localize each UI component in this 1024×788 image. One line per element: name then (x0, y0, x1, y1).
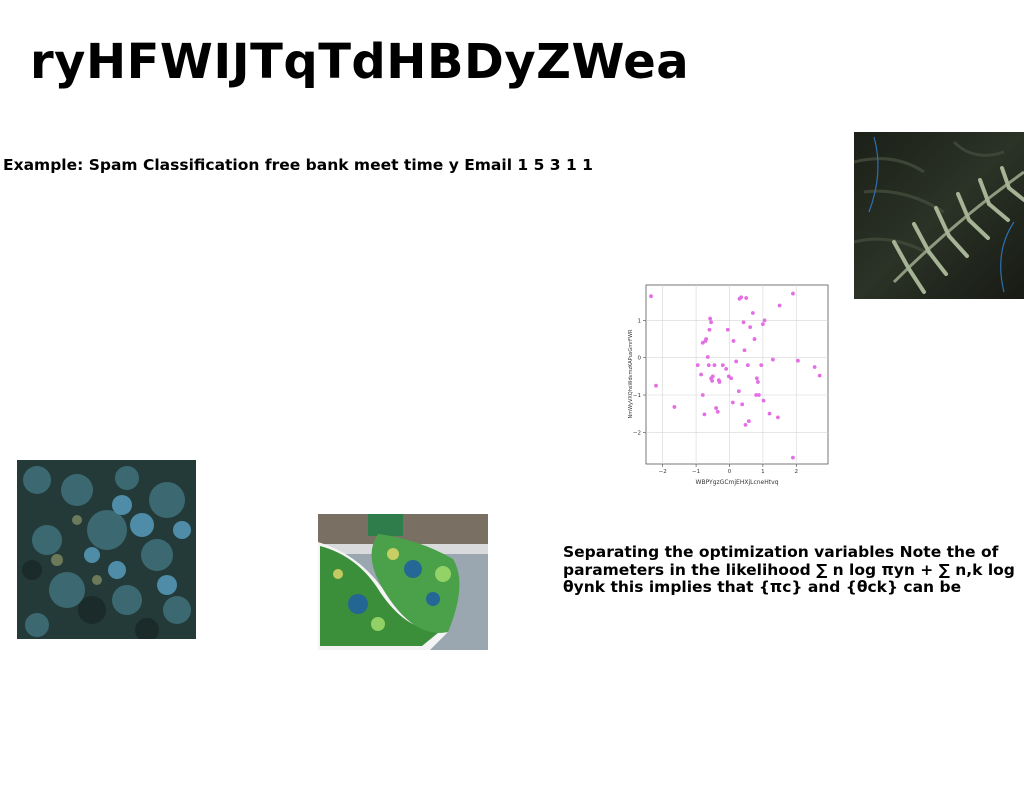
scatter-chart: −2 −1 0 1 2 −2 −1 0 1 WBPYgzGCmjEHXjLcneHtvq NmW… (622, 280, 834, 490)
scatter-point (725, 327, 730, 332)
scatter-point (710, 378, 715, 383)
scatter-point (736, 389, 741, 394)
scatter-point (761, 398, 766, 403)
scatter-point (712, 363, 717, 368)
slide-title: ryHFWIJTqTdHBDyZWea (30, 34, 690, 90)
plot-area (645, 284, 829, 465)
scatter-point (817, 373, 822, 378)
example-subtitle: Example: Spam Classification free bank m… (3, 156, 593, 174)
scatter-point (754, 376, 759, 381)
y-tick-label: −1 (633, 393, 641, 399)
scatter-point (752, 337, 757, 341)
scatter-point (702, 412, 707, 417)
scatter-point (724, 367, 729, 371)
scatter-point (755, 380, 760, 384)
scatter-point (759, 363, 764, 368)
scatter-point (770, 357, 775, 362)
scatter-point (705, 355, 710, 359)
scatter-point (739, 295, 744, 300)
scatter-point (791, 455, 795, 460)
scatter-point (748, 325, 753, 330)
y-tick-label: 1 (638, 318, 642, 324)
x-tick-label: −2 (659, 469, 667, 475)
y-tick-label: 0 (638, 356, 642, 362)
scatter-point (706, 363, 711, 368)
scatter-point (709, 320, 714, 325)
x-tick-label: −1 (692, 469, 700, 475)
scatter-point (741, 320, 746, 325)
aerial-forest-photo (17, 460, 196, 639)
scatter-point (730, 400, 735, 405)
grid-lines (646, 285, 828, 464)
scatter-point (734, 359, 739, 364)
scatter-point (776, 415, 780, 420)
optimization-paragraph: Separating the optimization variables No… (563, 543, 1015, 596)
scatter-point (707, 327, 712, 332)
scatter-point (714, 406, 719, 410)
x-axis-label: WBPYgzGCmjEHXjLcneHtvq (696, 479, 779, 486)
scatter-point (767, 411, 772, 416)
x-tick-label: 2 (795, 469, 799, 475)
scatter-point (777, 303, 782, 308)
scatter-point (704, 337, 709, 341)
scatter-point (791, 291, 795, 296)
data-points (649, 291, 822, 460)
scatter-point (654, 383, 658, 388)
x-tick-label: 1 (761, 469, 765, 475)
fern-leaves-photo (854, 132, 1024, 299)
scatter-point (746, 419, 751, 424)
y-axis-label: NmWyVXQhsWdvmzKAPusGmrFWR (628, 329, 634, 418)
scatter-point (695, 363, 700, 368)
scatter-point (717, 380, 722, 384)
scatter-point (649, 294, 653, 299)
scatter-point (756, 393, 761, 397)
scatter-point (750, 311, 755, 315)
scatter-point (729, 376, 734, 381)
scatter-point (720, 363, 725, 368)
scatter-point (812, 365, 817, 369)
y-tick-label: −2 (633, 430, 641, 436)
scatter-point (672, 405, 677, 409)
scatter-point (760, 322, 765, 327)
scatter-point (710, 374, 715, 379)
scatter-point (742, 348, 747, 353)
scatter-point (745, 363, 750, 368)
x-tick-label: 0 (728, 469, 732, 475)
scatter-point (708, 316, 713, 321)
scatter-point (700, 340, 705, 345)
scatter-point (731, 339, 736, 343)
scatter-point (754, 393, 759, 397)
scatter-point (715, 409, 720, 414)
scatter-point (699, 372, 704, 377)
scatter-point (744, 296, 749, 300)
scatter-point (796, 358, 800, 363)
scatter-point (762, 318, 767, 323)
scatter-point (740, 402, 745, 407)
axis-ticks: −2 −1 0 1 2 −2 −1 0 1 (633, 318, 798, 475)
scatter-point (700, 393, 705, 397)
open-magazine-photo (318, 514, 488, 650)
scatter-point (743, 422, 748, 427)
